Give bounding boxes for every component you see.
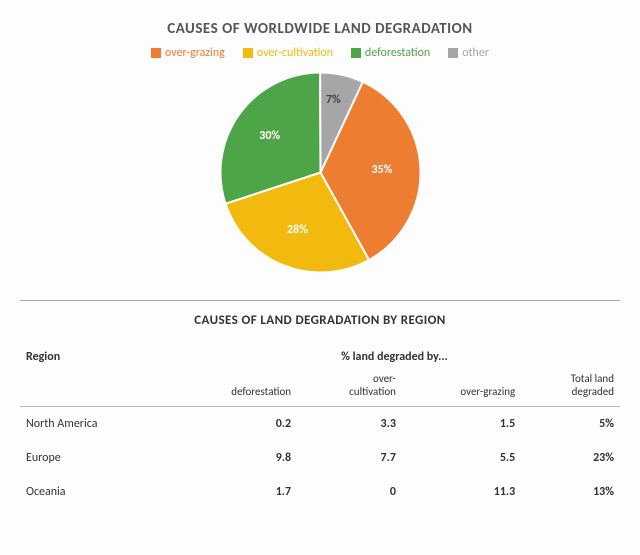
degradation-table: Region % land degraded by... deforestati… [20, 346, 620, 509]
figure-container: CAUSES OF WORLDWIDE LAND DEGRADATION ove… [0, 0, 640, 509]
data-cell: 3.3 [297, 407, 402, 442]
col-header-overcult: over-cultivation [297, 368, 402, 407]
region-cell: Europe [20, 441, 169, 475]
legend-label: deforestation [365, 46, 430, 60]
table-row: Europe9.87.75.523% [20, 441, 620, 475]
pie-legend: over-grazing over-cultivation deforestatio… [20, 46, 620, 60]
pie-label-over-grazing: 35% [371, 163, 392, 177]
legend-label: other [462, 46, 489, 60]
data-cell: 13% [521, 475, 620, 509]
data-cell: 11.3 [402, 475, 521, 509]
data-cell: 9.8 [169, 441, 297, 475]
data-cell: 1.5 [402, 407, 521, 442]
legend-item-deforestation: deforestation [351, 46, 430, 60]
empty-header [20, 368, 169, 407]
table-row: North America0.23.31.55% [20, 407, 620, 442]
pie-label-other: 7% [326, 93, 341, 107]
data-cell: 0.2 [169, 407, 297, 442]
pie-chart-title: CAUSES OF WORLDWIDE LAND DEGRADATION [20, 20, 620, 38]
region-header: Region [20, 346, 169, 368]
data-cell: 1.7 [169, 475, 297, 509]
legend-item-other: other [448, 46, 489, 60]
col-header-overgraz: over-grazing [402, 368, 521, 407]
region-cell: North America [20, 407, 169, 442]
data-cell: 0 [297, 475, 402, 509]
table-header-row-2: deforestationover-cultivationover-grazin… [20, 368, 620, 407]
table-row: Oceania1.7011.313% [20, 475, 620, 509]
legend-swatch [151, 48, 161, 58]
table-title: CAUSES OF LAND DEGRADATION BY REGION [20, 300, 620, 328]
data-cell: 23% [521, 441, 620, 475]
table-header-row-1: Region % land degraded by... [20, 346, 620, 368]
legend-item-over-grazing: over-grazing [151, 46, 225, 60]
col-header-total: Total landdegraded [521, 368, 620, 407]
pie-chart: 35% 28% 30% 7% [20, 70, 620, 275]
group-header: % land degraded by... [169, 346, 620, 368]
pie-label-over-cultivation: 28% [287, 223, 308, 237]
legend-swatch [243, 48, 253, 58]
legend-item-over-cultivation: over-cultivation [243, 46, 333, 60]
legend-swatch [351, 48, 361, 58]
region-cell: Oceania [20, 475, 169, 509]
pie-label-deforestation: 30% [259, 129, 280, 143]
legend-label: over-grazing [165, 46, 225, 60]
col-header-deforestation: deforestation [169, 368, 297, 407]
data-cell: 7.7 [297, 441, 402, 475]
data-cell: 5% [521, 407, 620, 442]
legend-label: over-cultivation [257, 46, 333, 60]
legend-swatch [448, 48, 458, 58]
data-cell: 5.5 [402, 441, 521, 475]
